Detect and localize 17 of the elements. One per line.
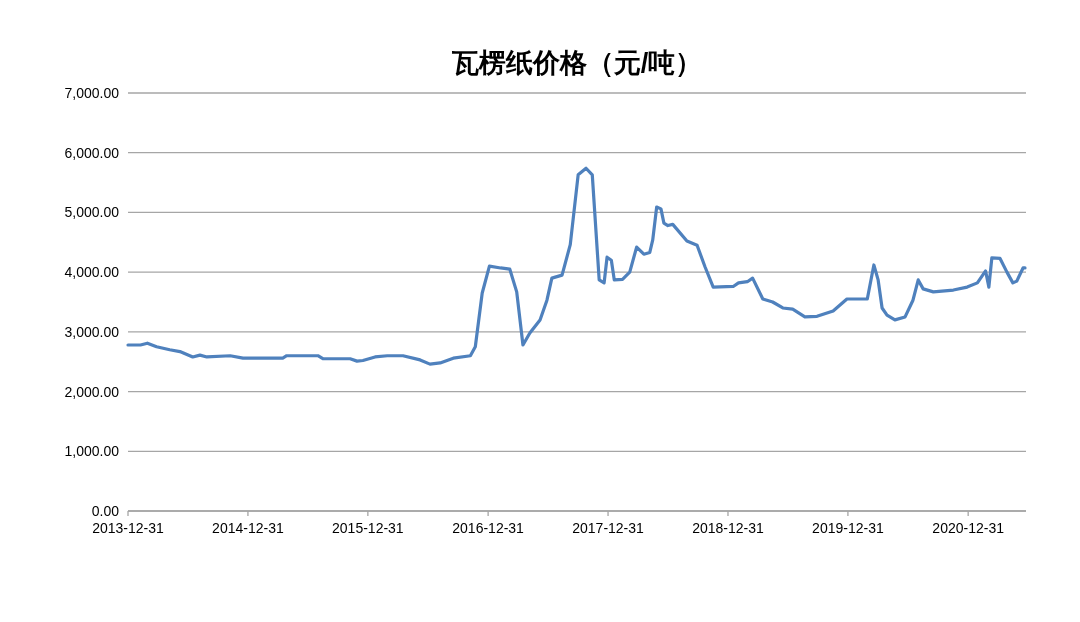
y-tick-label: 5,000.00	[64, 204, 120, 221]
x-tick-label: 2016-12-31	[452, 520, 525, 536]
x-tick-label: 2015-12-31	[332, 520, 404, 536]
x-tick-label: 2013-12-31	[92, 520, 165, 536]
x-tick-label: 2020-12-31	[932, 520, 1005, 536]
y-tick-label: 6,000.00	[64, 144, 120, 161]
y-tick-label: 2,000.00	[64, 383, 120, 400]
y-tick-label: 0.00	[91, 503, 120, 519]
y-tick-label: 3,000.00	[64, 323, 120, 340]
x-tick-label: 2014-12-31	[212, 520, 284, 536]
x-tick-label: 2017-12-31	[572, 520, 645, 536]
y-tick-label: 1,000.00	[64, 443, 120, 460]
x-tick-label: 2019-12-31	[812, 520, 884, 536]
x-tick-label: 2018-12-31	[692, 520, 764, 536]
y-tick-label: 4,000.00	[64, 264, 120, 281]
chart-title: 瓦楞纸价格（元/吨）	[450, 48, 703, 78]
y-tick-label: 7,000.00	[64, 85, 120, 101]
